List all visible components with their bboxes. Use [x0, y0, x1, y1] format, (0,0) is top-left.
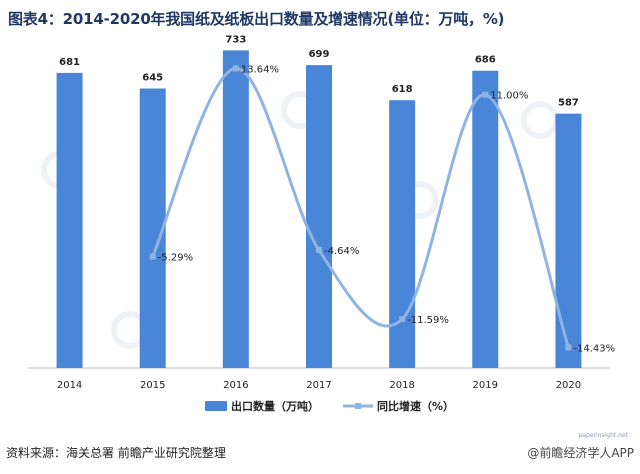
bar-2014 — [56, 72, 83, 369]
growth-value-label: 11.00% — [490, 91, 528, 102]
bar-2017 — [306, 65, 332, 368]
bar-2020 — [555, 113, 582, 368]
bar-value-label: 645 — [142, 73, 163, 84]
bar-2019 — [472, 70, 499, 368]
x-tick-label: 2014 — [57, 380, 82, 391]
footer-app-credit: @前瞻经济学人APP — [527, 446, 634, 460]
growth-value-label: -11.59% — [407, 315, 449, 326]
bar-value-label: 699 — [309, 49, 330, 60]
watermark-logo-icon — [521, 101, 559, 139]
x-tick-label: 2018 — [389, 380, 414, 391]
bar-value-label: 681 — [59, 57, 80, 68]
growth-point-2015 — [149, 253, 156, 260]
growth-point-2016 — [232, 65, 239, 72]
footer-source: 资料来源：海关总署 前瞻产业研究院整理 — [6, 446, 226, 460]
legend-label-growth-rate: 同比增速（%） — [377, 399, 454, 413]
bar-value-label: 618 — [392, 84, 413, 95]
x-tick-label: 2016 — [223, 380, 248, 391]
legend: 出口数量（万吨） 同比增速（%） — [205, 399, 454, 413]
growth-value-label: -4.64% — [324, 246, 359, 257]
bar-value-label: 587 — [558, 98, 579, 109]
bar-value-label: 686 — [475, 55, 496, 66]
growth-value-label: -5.29% — [158, 253, 193, 264]
legend-swatch-export-volume — [205, 401, 227, 411]
bar-2018 — [389, 100, 416, 368]
bar-value-label: 733 — [225, 34, 246, 45]
growth-point-2020 — [565, 344, 572, 351]
x-tick-label: 2015 — [140, 380, 165, 391]
legend-label-export-volume: 出口数量（万吨） — [231, 399, 319, 413]
x-tick-label: 2020 — [556, 380, 581, 391]
page-title: 图表4：2014-2020年我国纸及纸板出口数量及增速情况(单位：万吨，%) — [8, 10, 505, 28]
growth-value-label: -14.43% — [573, 343, 615, 354]
watermark-url: paperinsight.net — [578, 432, 628, 439]
growth-point-2019 — [482, 91, 489, 98]
x-tick-label: 2017 — [306, 380, 331, 391]
growth-point-2017 — [316, 247, 322, 254]
growth-value-label: 13.64% — [241, 64, 279, 75]
bar-2016 — [222, 50, 249, 368]
growth-rate-line — [151, 66, 570, 348]
growth-point-2018 — [399, 316, 406, 323]
x-tick-label: 2019 — [473, 380, 498, 391]
legend-marker-growth-rate — [355, 403, 361, 409]
